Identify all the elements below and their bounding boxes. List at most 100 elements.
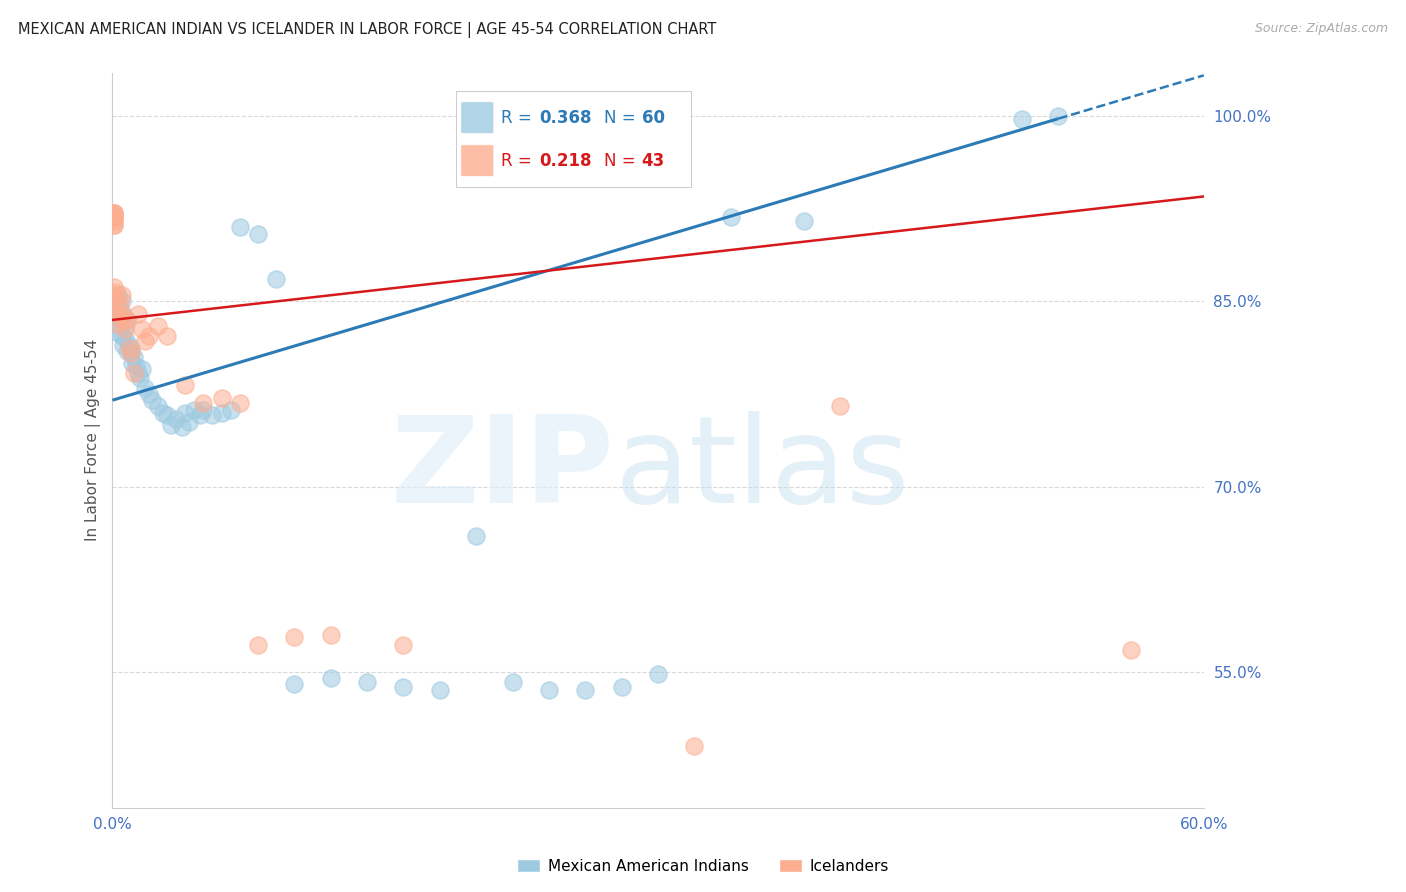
Point (141, 393, 163, 408)
Point (429, 683, 451, 698)
Point (134, 381, 156, 395)
Point (120, 342, 142, 356)
Point (112, 307, 135, 321)
Point (108, 313, 131, 327)
Point (138, 387, 160, 401)
Point (146, 400, 169, 414)
Point (105, 301, 128, 315)
Point (127, 366, 149, 380)
Point (127, 307, 149, 321)
Point (115, 343, 138, 358)
Point (392, 680, 415, 694)
Point (118, 342, 141, 356)
Point (1119, 642, 1142, 657)
Point (131, 321, 153, 335)
Point (103, 317, 125, 331)
Point (156, 408, 179, 422)
Point (122, 366, 145, 380)
Point (211, 405, 233, 419)
Point (828, 400, 851, 414)
Point (392, 638, 415, 652)
Text: MEXICAN AMERICAN INDIAN VS ICELANDER IN LABOR FORCE | AGE 45-54 CORRELATION CHAR: MEXICAN AMERICAN INDIAN VS ICELANDER IN … (18, 22, 717, 38)
Point (574, 683, 596, 698)
Point (193, 395, 215, 409)
Point (502, 674, 524, 689)
Point (120, 346, 142, 360)
Point (156, 329, 179, 343)
Point (115, 313, 138, 327)
Text: Source: ZipAtlas.com: Source: ZipAtlas.com (1254, 22, 1388, 36)
Point (683, 739, 706, 753)
Point (121, 356, 143, 370)
Point (319, 628, 342, 642)
Point (103, 301, 125, 315)
Point (114, 319, 136, 334)
Point (146, 319, 169, 334)
Point (793, 214, 815, 228)
Point (103, 214, 125, 228)
Point (115, 313, 138, 327)
Point (1047, 109, 1070, 123)
Legend: Mexican American Indians, Icelanders: Mexican American Indians, Icelanders (510, 853, 896, 880)
Point (1011, 112, 1033, 126)
Point (107, 288, 129, 302)
Point (246, 638, 269, 652)
Point (246, 227, 269, 241)
Point (114, 331, 136, 345)
Point (174, 405, 197, 419)
Point (103, 288, 125, 302)
Point (465, 529, 488, 543)
Point (108, 307, 131, 321)
Point (229, 395, 252, 409)
Point (134, 334, 156, 348)
Point (118, 337, 141, 351)
Point (283, 677, 305, 691)
Text: ZIP: ZIP (391, 411, 614, 528)
Point (103, 218, 125, 232)
Point (110, 329, 132, 343)
Point (120, 346, 142, 360)
Point (647, 667, 669, 681)
Point (177, 416, 200, 430)
Point (183, 403, 205, 417)
Point (720, 211, 742, 225)
Point (229, 220, 252, 235)
Point (537, 683, 560, 698)
Point (103, 279, 125, 293)
Point (103, 205, 125, 219)
Point (114, 321, 136, 335)
Point (110, 294, 132, 309)
Point (188, 408, 211, 422)
Point (165, 411, 187, 425)
Point (128, 371, 150, 385)
Point (283, 630, 305, 644)
Point (108, 297, 131, 311)
Point (201, 408, 224, 422)
Point (174, 378, 197, 392)
Point (107, 307, 129, 321)
Point (103, 211, 125, 225)
Point (152, 405, 174, 419)
Point (264, 272, 287, 286)
Point (319, 671, 342, 685)
Point (105, 292, 128, 306)
Point (103, 208, 125, 222)
Point (103, 211, 125, 225)
Point (610, 680, 633, 694)
Point (103, 205, 125, 219)
Point (107, 297, 129, 311)
Point (219, 403, 242, 417)
Point (103, 205, 125, 219)
Point (125, 359, 148, 373)
Point (122, 350, 145, 364)
Point (138, 329, 160, 343)
Point (110, 288, 132, 302)
Y-axis label: In Labor Force | Age 45-54: In Labor Force | Age 45-54 (86, 339, 101, 541)
Point (105, 285, 128, 299)
Point (211, 391, 233, 405)
Point (110, 307, 132, 321)
Point (103, 211, 125, 225)
Point (105, 326, 128, 340)
Point (103, 310, 125, 324)
Point (131, 362, 153, 376)
